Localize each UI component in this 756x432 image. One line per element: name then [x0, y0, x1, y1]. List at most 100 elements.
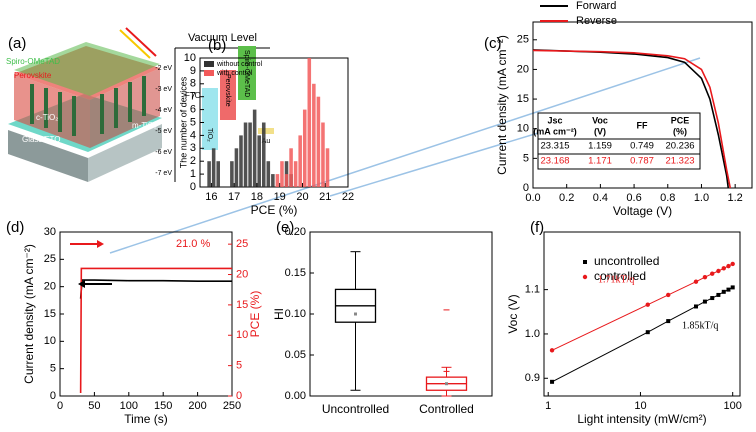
table-cell: 23.168 [540, 156, 569, 167]
y-tick-label: 1.0 [525, 328, 540, 340]
material-label: FTO [185, 91, 201, 100]
x-tick-label: 150 [154, 400, 172, 412]
y-tick-label: 10 [184, 52, 196, 64]
bar [239, 135, 243, 187]
y-tick-label: 5 [50, 363, 56, 375]
arrow-head [78, 280, 85, 288]
annotation: 1.71kT/q [598, 274, 634, 285]
y-tick-label: 3 [190, 142, 196, 154]
layer-label: Perovskite [14, 71, 52, 80]
point [702, 275, 708, 280]
y2-tick-label: 15 [236, 299, 248, 311]
y-tick-label: 5 [523, 152, 529, 164]
legend-label: controlled [594, 269, 646, 283]
panel-label: (c) [484, 35, 502, 52]
table-header: (%) [673, 126, 687, 136]
y-tick-label: 0.15 [285, 267, 306, 279]
material-label: Au [262, 138, 271, 145]
x-tick-label: 1 [545, 400, 551, 412]
data-line [79, 279, 232, 299]
layer-label: c-TiO₂ [36, 113, 58, 122]
y-tick-label: 0 [50, 390, 56, 402]
x-tick-label: Uncontrolled [322, 402, 389, 416]
annotation: 1.85kT/q [682, 320, 718, 331]
x-tick-label: 20 [296, 191, 308, 203]
energy-tick: -4 eV [155, 107, 172, 114]
y-tick-label: 10 [517, 123, 529, 135]
spiro-layer [14, 42, 160, 96]
bar [321, 122, 325, 187]
mean [354, 312, 357, 316]
point [730, 261, 735, 267]
annotation: 21.0 % [176, 238, 210, 250]
y-axis-label: HI [272, 308, 286, 320]
point [702, 299, 707, 304]
x-tick-label: Controlled [419, 402, 474, 416]
panel-label: (b) [208, 37, 226, 54]
bar [234, 148, 239, 187]
y-tick-label: 9 [190, 65, 196, 77]
x-tick-label: 19 [274, 191, 286, 203]
x-axis-label: Light intensity (mW/cm²) [577, 412, 706, 426]
y-tick-label: 1 [190, 168, 196, 180]
energy-tick: -7 eV [155, 170, 172, 177]
y-tick-label: 25 [517, 34, 529, 46]
pillar [142, 76, 146, 116]
table-cell: 21.323 [665, 156, 694, 167]
bar [211, 148, 216, 187]
x-tick-label: 10 [634, 400, 646, 412]
fit-line [551, 263, 733, 351]
y2-tick-label: 0 [236, 390, 242, 402]
table-cell: 0.749 [630, 141, 654, 152]
table-header: PCE [671, 115, 690, 125]
x-tick-label: 17 [228, 191, 240, 203]
point [721, 289, 726, 294]
point [730, 285, 735, 290]
table-cell: 0.787 [630, 156, 654, 167]
pillar [114, 88, 118, 128]
y-tick-label: 0.10 [285, 308, 306, 320]
bar [248, 122, 252, 187]
y-tick-label: 0.00 [285, 390, 306, 402]
legend-label: with control [216, 70, 253, 77]
bar [312, 83, 316, 187]
table-header: (mA cm⁻²) [533, 126, 576, 136]
x-tick-label: 250 [223, 400, 241, 412]
table-cell: 23.315 [540, 141, 569, 152]
plot-frame [59, 231, 233, 397]
table-header: Jsc [547, 115, 562, 125]
plot-frame [543, 231, 741, 397]
fit-line [551, 286, 733, 383]
x-tick-label: 0.4 [593, 192, 608, 204]
point [666, 292, 671, 298]
bar [298, 135, 302, 187]
bar [261, 122, 266, 187]
glass-side [8, 130, 88, 182]
y-tick-label: 30 [44, 226, 56, 238]
y-axis-label: Voc (V) [506, 294, 520, 333]
connector [109, 57, 701, 254]
legend-swatch [204, 61, 214, 67]
energy-tick: -6 eV [155, 149, 172, 156]
bar [252, 109, 257, 187]
point [726, 263, 731, 269]
panel-label: (a) [8, 35, 26, 52]
x-tick-label: 0.2 [559, 192, 574, 204]
data-line [532, 49, 732, 189]
layer-label: Spiro-OMeTAD [6, 57, 60, 66]
legend-label: Forward [576, 0, 616, 12]
y-axis-label: Current density (mA cm⁻²) [495, 35, 509, 175]
legend-marker [582, 274, 588, 280]
bar [257, 135, 261, 187]
pillar [30, 84, 34, 124]
point [726, 287, 731, 292]
bar [280, 161, 284, 187]
x-tick-label: 50 [88, 400, 100, 412]
legend-marker [583, 260, 587, 264]
layer-label: m-TiO₂ [132, 121, 157, 130]
legend-label: Reverse [576, 15, 617, 27]
y-tick-label: 15 [44, 308, 56, 320]
y2-tick-label: 5 [236, 360, 242, 372]
bar [284, 174, 289, 187]
